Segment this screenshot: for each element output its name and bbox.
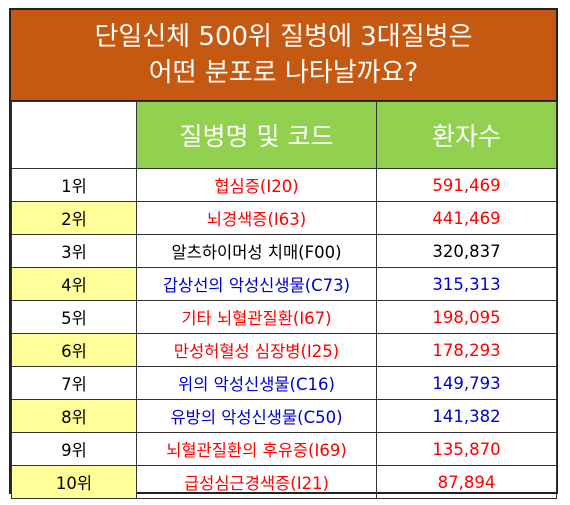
patients-cell: 87,894 xyxy=(376,465,557,499)
disease-cell: 갑상선의 악성신생물(C73) xyxy=(136,267,377,301)
patients-cell: 141,382 xyxy=(376,399,557,433)
disease-cell: 위의 악성신생물(C16) xyxy=(136,366,377,400)
table-row: 7위 위의 악성신생물(C16) 149,793 xyxy=(11,366,557,400)
disease-cell: 기타 뇌혈관질환(I67) xyxy=(136,300,377,334)
rank-cell: 10위 xyxy=(11,465,137,499)
table-row: 4위 갑상선의 악성신생물(C73) 315,313 xyxy=(11,267,557,301)
table-row: 8위 유방의 악성신생물(C50) 141,382 xyxy=(11,399,557,433)
table-row: 1위 협심증(I20) 591,469 xyxy=(11,168,557,202)
title-line-2: 어떤 분포로 나타날까요? xyxy=(148,58,419,88)
rank-cell: 4위 xyxy=(11,267,137,301)
table-body: 1위 협심증(I20) 591,469 2위 뇌경색증(I63) 441,469 3위 알츠하… xyxy=(11,168,557,499)
table-row: 9위 뇌혈관질환의 후유증(I69) 135,870 xyxy=(11,432,557,466)
header-rank-cell xyxy=(11,101,137,169)
table-row: 6위 만성허혈성 심장병(I25) 178,293 xyxy=(11,333,557,367)
disease-cell: 만성허혈성 심장병(I25) xyxy=(136,333,377,367)
rank-cell: 7위 xyxy=(11,366,137,400)
rank-cell: 1위 xyxy=(11,168,137,202)
header-disease: 질병명 및 코드 xyxy=(136,101,377,169)
title-line-1: 단일신체 500위 질병에 3대질병은 xyxy=(94,22,473,52)
patients-cell: 441,469 xyxy=(376,201,557,235)
disease-cell: 뇌경색증(I63) xyxy=(136,201,377,235)
table-frame: 단일신체 500위 질병에 3대질병은 어떤 분포로 나타날까요? 질병명 및 … xyxy=(9,8,558,499)
table-row: 2위 뇌경색증(I63) 441,469 xyxy=(11,201,557,235)
rank-cell: 3위 xyxy=(11,234,137,268)
patients-cell: 315,313 xyxy=(376,267,557,301)
header-patients: 환자수 xyxy=(376,101,557,169)
patients-cell: 135,870 xyxy=(376,432,557,466)
patients-cell: 591,469 xyxy=(376,168,557,202)
rank-cell: 6위 xyxy=(11,333,137,367)
header-row: 질병명 및 코드 환자수 xyxy=(11,101,557,169)
patients-cell: 178,293 xyxy=(376,333,557,367)
disease-cell: 협심증(I20) xyxy=(136,168,377,202)
patients-cell: 198,095 xyxy=(376,300,557,334)
patients-cell: 320,837 xyxy=(376,234,557,268)
rank-cell: 5위 xyxy=(11,300,137,334)
rank-cell: 9위 xyxy=(11,432,137,466)
title-banner: 단일신체 500위 질병에 3대질병은 어떤 분포로 나타날까요? xyxy=(11,10,556,101)
rank-cell: 8위 xyxy=(11,399,137,433)
disease-cell: 알츠하이머성 치매(F00) xyxy=(136,234,377,268)
disease-cell: 유방의 악성신생물(C50) xyxy=(136,399,377,433)
table-row: 5위 기타 뇌혈관질환(I67) 198,095 xyxy=(11,300,557,334)
disease-cell: 뇌혈관질환의 후유증(I69) xyxy=(136,432,377,466)
disease-cell: 급성심근경색증(I21) xyxy=(136,465,377,499)
patients-cell: 149,793 xyxy=(376,366,557,400)
table-row: 3위 알츠하이머성 치매(F00) 320,837 xyxy=(11,234,557,268)
rank-cell: 2위 xyxy=(11,201,137,235)
disease-ranking-table: 질병명 및 코드 환자수 1위 협심증(I20) 591,469 2위 뇌경색증(I63… xyxy=(11,101,557,499)
table-row: 10위 급성심근경색증(I21) 87,894 xyxy=(11,465,557,499)
